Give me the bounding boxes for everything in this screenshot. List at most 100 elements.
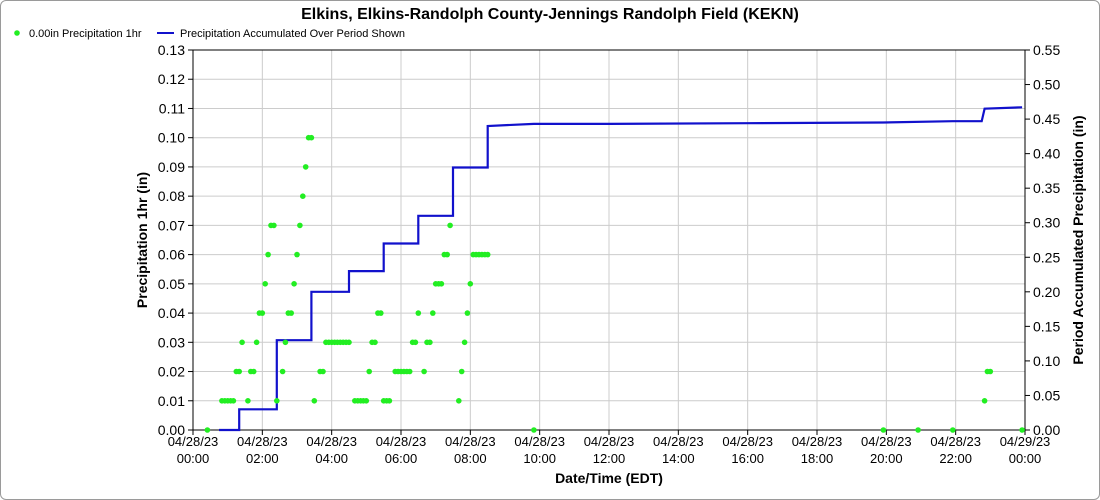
precip-1hr-point — [245, 398, 251, 404]
x-tick-label-date: 04/29/23 — [1000, 434, 1051, 449]
precip-1hr-point — [320, 368, 326, 375]
accumulated-line — [219, 106, 1023, 432]
precip-1hr-point — [230, 398, 237, 404]
y-tick-label-left: 0.01 — [158, 393, 185, 409]
x-tick-label-time: 12:00 — [593, 451, 626, 466]
x-tick-label-date: 04/28/23 — [376, 434, 427, 449]
precip-1hr-point — [259, 310, 266, 316]
x-tick-label-time: 00:00 — [177, 451, 210, 466]
precip-1hr-point — [421, 368, 427, 375]
y-tick-label-left: 0.09 — [158, 159, 185, 175]
precip-1hr-point — [311, 398, 318, 404]
x-tick-label-time: 00:00 — [1009, 451, 1042, 466]
x-tick-label-time: 02:00 — [246, 451, 279, 466]
precip-1hr-point — [239, 339, 245, 346]
precip-1hr-point — [346, 339, 352, 346]
y-tick-label-left: 0.11 — [159, 100, 185, 116]
accumulated-series — [219, 106, 1023, 432]
legend-label-accumulated: Precipitation Accumulated Over Period Sh… — [180, 28, 405, 40]
precip-1hr-point — [302, 164, 309, 170]
legend: 0.00in Precipitation 1hr Precipitation A… — [14, 28, 405, 40]
y-tick-label-left: 0.07 — [158, 217, 185, 233]
y-axis-left-title: Precipitation 1hr (in) — [134, 172, 150, 308]
precip-1hr-point — [447, 222, 453, 229]
precip-1hr-point — [461, 339, 468, 346]
precip-1hr-point — [366, 368, 373, 375]
precip-1hr-point — [464, 310, 471, 316]
y-tick-label-right: 0.05 — [1033, 387, 1060, 403]
x-tick-label-time: 10:00 — [523, 451, 556, 466]
precip-1hr-point — [271, 222, 277, 229]
y-tick-label-right: 0.00 — [1033, 422, 1060, 438]
x-tick-label-time: 20:00 — [870, 451, 903, 466]
y-tick-label-left: 0.02 — [158, 364, 185, 380]
precip-1hr-point — [981, 398, 988, 404]
y-tick-label-right: 0.30 — [1033, 215, 1060, 231]
x-tick-label-time: 04:00 — [315, 451, 348, 466]
precip-1hr-point — [484, 251, 491, 258]
y-tick-label-left: 0.08 — [158, 188, 185, 204]
x-tick-label-time: 08:00 — [454, 451, 487, 466]
y-tick-label-right: 0.55 — [1033, 42, 1060, 58]
y-axis-right-title: Period Accumulated Precipitation (in) — [1070, 115, 1086, 364]
x-tick-label-time: 16:00 — [731, 451, 764, 466]
precip-1hr-point — [279, 368, 286, 375]
precip-1hr-point — [297, 222, 303, 229]
precip-1hr-point — [250, 368, 257, 375]
precip-1hr-point — [291, 281, 297, 287]
x-tick-label-date: 04/28/23 — [930, 434, 981, 449]
grid — [192, 49, 1026, 431]
precip-1hr-point — [406, 368, 413, 375]
y-axis-right: 0.00 0.05 0.10 0.15 0.20 0.25 0.30 0.35 0.40 0.45… — [1025, 42, 1060, 438]
precip-1hr-point — [378, 310, 384, 316]
precip-1hr-point — [438, 281, 445, 287]
precip-1hr-point — [444, 251, 451, 258]
y-tick-label-left: 0.03 — [158, 334, 185, 350]
y-tick-label-right: 0.25 — [1033, 249, 1060, 265]
precip-1hr-point — [274, 398, 280, 404]
x-tick-label-date: 04/28/23 — [237, 434, 288, 449]
x-axis: 04/28/23 00:00 04/28/23 02:00 04/28/23 04:00 0… — [168, 430, 1051, 466]
x-tick-label-date: 04/28/23 — [514, 434, 565, 449]
legend-label-precip-1hr: 0.00in Precipitation 1hr — [29, 28, 142, 40]
x-tick-label-time: 14:00 — [662, 451, 695, 466]
y-tick-label-left: 0.13 — [158, 42, 185, 58]
x-tick-label-date: 04/28/23 — [722, 434, 773, 449]
y-tick-label-left: 0.05 — [158, 276, 185, 292]
precip-1hr-point — [372, 339, 378, 346]
precip-1hr-point — [282, 339, 289, 346]
precip-1hr-point — [308, 134, 315, 141]
precip-1hr-point — [294, 251, 300, 258]
precip-1hr-series — [204, 134, 1025, 433]
y-tick-label-left: 0.00 — [158, 422, 185, 438]
x-tick-label-date: 04/28/23 — [306, 434, 357, 449]
precip-1hr-point — [427, 339, 433, 346]
precip-1hr-point — [386, 398, 393, 404]
precip-1hr-point — [262, 281, 269, 287]
legend-marker-precip-1hr — [14, 30, 20, 36]
y-tick-label-left: 0.04 — [158, 305, 185, 321]
x-tick-label-time: 18:00 — [801, 451, 834, 466]
y-axis-left: 0.00 0.01 0.02 0.03 0.04 0.05 0.06 0.07 0.08 0.09… — [158, 42, 193, 438]
y-tick-label-right: 0.50 — [1033, 77, 1060, 93]
y-tick-label-right: 0.15 — [1033, 318, 1060, 334]
x-tick-label-date: 04/28/23 — [861, 434, 912, 449]
precip-1hr-point — [300, 193, 306, 199]
precip-1hr-point — [204, 427, 211, 433]
precip-1hr-point — [458, 368, 465, 375]
precip-1hr-point — [253, 339, 260, 346]
y-tick-label-left: 0.12 — [158, 71, 185, 87]
precip-1hr-point — [288, 310, 295, 316]
precip-1hr-point — [415, 310, 422, 316]
precip-1hr-point — [950, 427, 956, 433]
precip-1hr-point — [363, 398, 370, 404]
chart-title: Elkins, Elkins-Randolph County-Jennings … — [301, 6, 799, 23]
x-tick-label-time: 06:00 — [385, 451, 418, 466]
precip-1hr-point — [915, 427, 921, 433]
precip-1hr-point — [987, 368, 994, 375]
y-tick-label-right: 0.10 — [1033, 353, 1060, 369]
precip-1hr-point — [1019, 427, 1025, 433]
x-tick-label-date: 04/28/23 — [584, 434, 635, 449]
